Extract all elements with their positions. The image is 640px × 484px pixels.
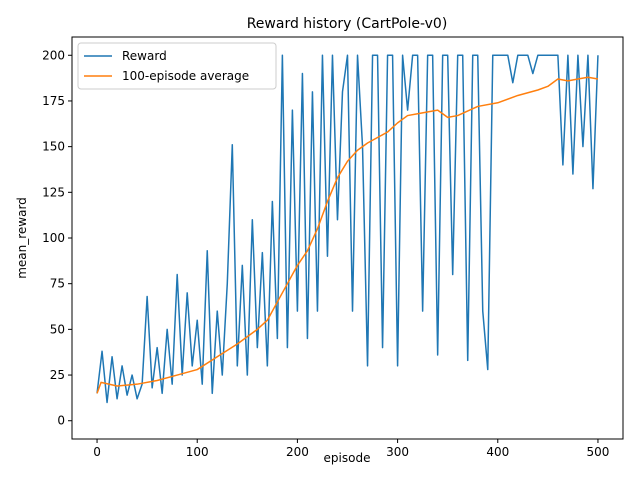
- x-tick-label: 500: [587, 445, 610, 459]
- y-axis-label: mean_reward: [15, 197, 29, 279]
- x-tick-label: 0: [93, 445, 101, 459]
- y-tick-label: 150: [42, 140, 65, 154]
- y-tick-label: 175: [42, 94, 65, 108]
- y-tick-label: 50: [50, 322, 65, 336]
- y-tick-label: 25: [50, 368, 65, 382]
- y-tick-label: 125: [42, 185, 65, 199]
- legend-label: 100-episode average: [122, 69, 249, 83]
- x-tick-label: 300: [386, 445, 409, 459]
- y-tick-label: 75: [50, 277, 65, 291]
- y-tick-label: 200: [42, 48, 65, 62]
- x-axis-label: episode: [324, 451, 371, 465]
- line: [96, 54, 599, 404]
- x-tick-label: 400: [486, 445, 509, 459]
- line: [96, 76, 599, 394]
- chart-title: Reward history (CartPole-v0): [247, 16, 448, 32]
- axes-frame: [71, 36, 624, 440]
- x-tick-label: 100: [186, 445, 209, 459]
- y-tick-label: 100: [42, 231, 65, 245]
- legend-box: [77, 42, 277, 90]
- x-tick-label: 200: [286, 445, 309, 459]
- y-tick-label: 0: [57, 414, 65, 428]
- legend-label: Reward: [122, 49, 167, 63]
